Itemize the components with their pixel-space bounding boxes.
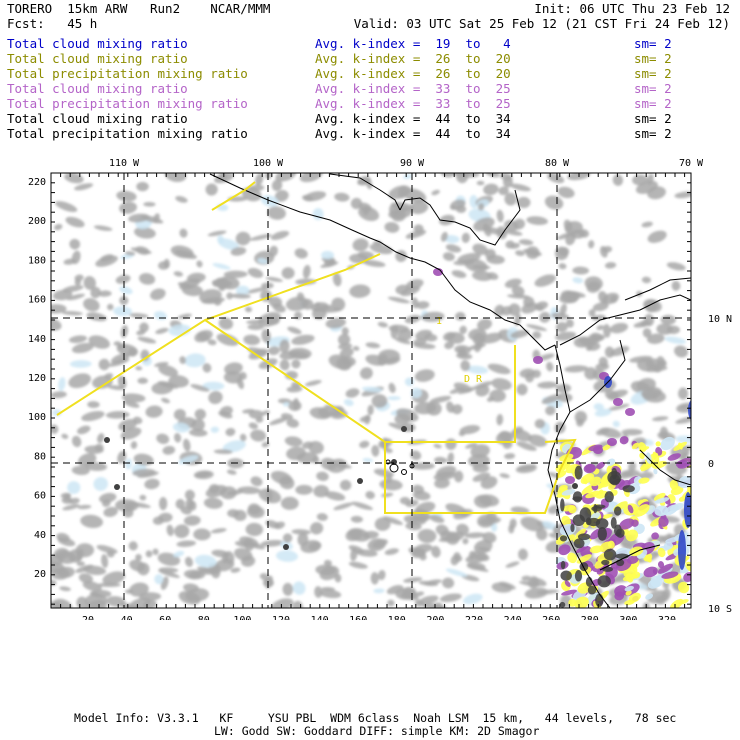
x-tick-label: 100 bbox=[233, 615, 251, 620]
y-tick-label: 80 bbox=[34, 451, 46, 462]
longitude-label: 100 W bbox=[253, 158, 284, 169]
y-tick-label: 220 bbox=[28, 177, 46, 188]
latitude-label: 0 bbox=[708, 459, 714, 470]
x-tick-label: 40 bbox=[121, 615, 133, 620]
cloud-mixing-shading bbox=[51, 173, 691, 608]
legend-row: Total precipitation mixing ratio Avg. k-i… bbox=[7, 126, 727, 141]
latitude-labels: 10 N 0 10 S bbox=[708, 314, 732, 615]
legend-smoothing: sm= 2 bbox=[634, 126, 672, 141]
latitude-label: 10 S bbox=[708, 604, 732, 615]
legend-kindex: Avg. k-index = 26 to 20 bbox=[315, 66, 511, 81]
y-tick-label: 20 bbox=[34, 569, 46, 580]
physics-info: LW: Godd SW: Goddard DIFF: simple KM: 2D… bbox=[214, 724, 540, 738]
cloud-field bbox=[51, 173, 691, 608]
map-panel: 1 D R 110 W 100 W 90 W 80 W 70 W 10 N 0 10 S 2… bbox=[28, 158, 732, 620]
lat-lon-grid bbox=[51, 173, 691, 608]
y-tick-label: 120 bbox=[28, 373, 46, 384]
domain-label-2: D R bbox=[464, 374, 483, 385]
plot-frame bbox=[50, 172, 692, 609]
latitude-label: 10 N bbox=[708, 314, 732, 325]
legend-row: Total precipitation mixing ratio Avg. k-i… bbox=[7, 66, 727, 81]
longitude-label: 80 W bbox=[545, 158, 570, 169]
longitude-label: 70 W bbox=[679, 158, 704, 169]
y-tick-label: 180 bbox=[28, 255, 46, 266]
legend-smoothing: sm= 2 bbox=[634, 66, 672, 81]
y-tick-label: 140 bbox=[28, 334, 46, 345]
x-tick-label: 180 bbox=[388, 615, 406, 620]
x-tick-label: 80 bbox=[198, 615, 210, 620]
longitude-label: 90 W bbox=[400, 158, 425, 169]
legend-field-name: Total precipitation mixing ratio bbox=[7, 96, 248, 111]
legend-kindex: Avg. k-index = 33 to 25 bbox=[315, 96, 511, 111]
convective-shading bbox=[104, 268, 691, 608]
y-tick-label: 40 bbox=[34, 530, 46, 541]
legend-smoothing: sm= 2 bbox=[634, 111, 672, 126]
legend-smoothing: sm= 2 bbox=[634, 36, 672, 51]
x-tick-label: 140 bbox=[311, 615, 329, 620]
legend-field-name: Total cloud mixing ratio bbox=[7, 36, 188, 51]
y-tick-label: 60 bbox=[34, 491, 46, 502]
x-tick-label: 120 bbox=[272, 615, 290, 620]
legend-kindex: Avg. k-index = 19 to 4 bbox=[315, 36, 511, 51]
x-tick-label: 240 bbox=[504, 615, 522, 620]
legend-field-name: Total precipitation mixing ratio bbox=[7, 66, 248, 81]
y-tick-labels: 220 200 180 160 140 120 100 80 60 40 20 bbox=[28, 177, 46, 580]
legend-row: Total cloud mixing ratio Avg. k-index = 3… bbox=[7, 81, 727, 96]
legend-row: Total cloud mixing ratio Avg. k-index = 2… bbox=[7, 51, 727, 66]
coastlines bbox=[209, 173, 691, 608]
x-tick-labels: 20 40 60 80 100 120 140 160 180 200 220 240 260 280 30… bbox=[82, 615, 676, 620]
y-tick-label: 100 bbox=[28, 412, 46, 423]
legend-smoothing: sm= 2 bbox=[634, 81, 672, 96]
legend-row: Total cloud mixing ratio Avg. k-index = 1… bbox=[7, 36, 727, 51]
x-tick-label: 300 bbox=[619, 615, 637, 620]
model-info: Model Info: V3.3.1 KF YSU PBL WDM 6class… bbox=[74, 711, 677, 725]
valid-time: Valid: 03 UTC Sat 25 Feb 12 (21 CST Fri … bbox=[353, 16, 730, 31]
x-tick-label: 60 bbox=[159, 615, 171, 620]
longitude-labels: 110 W 100 W 90 W 80 W 70 W bbox=[109, 158, 704, 169]
x-tick-label: 260 bbox=[542, 615, 560, 620]
y-tick-label: 200 bbox=[28, 216, 46, 227]
legend-row: Total cloud mixing ratio Avg. k-index = 4… bbox=[7, 111, 727, 126]
legend-field-name: Total precipitation mixing ratio bbox=[7, 126, 248, 141]
legend-smoothing: sm= 2 bbox=[634, 96, 672, 111]
init-time: Init: 06 UTC Thu 23 Feb 12 bbox=[534, 1, 730, 16]
legend-kindex: Avg. k-index = 44 to 34 bbox=[315, 111, 511, 126]
legend-kindex: Avg. k-index = 26 to 20 bbox=[315, 51, 511, 66]
legend-row: Total precipitation mixing ratio Avg. k-i… bbox=[7, 96, 727, 111]
legend-kindex: Avg. k-index = 33 to 25 bbox=[315, 81, 511, 96]
domain-label-1: 1 bbox=[436, 316, 442, 327]
x-tick-label: 220 bbox=[465, 615, 483, 620]
x-tick-label: 280 bbox=[581, 615, 599, 620]
y-tick-label: 160 bbox=[28, 295, 46, 306]
legend-field-name: Total cloud mixing ratio bbox=[7, 51, 188, 66]
run-title: TORERO 15km ARW Run2 NCAR/MMM bbox=[7, 1, 271, 16]
x-tick-label: 200 bbox=[426, 615, 444, 620]
x-tick-label: 20 bbox=[82, 615, 94, 620]
x-tick-label: 160 bbox=[349, 615, 367, 620]
axis-ticks bbox=[50, 172, 691, 608]
longitude-label: 110 W bbox=[109, 158, 140, 169]
legend-smoothing: sm= 2 bbox=[634, 51, 672, 66]
forecast-hour: Fcst: 45 h bbox=[7, 16, 98, 31]
x-tick-label: 320 bbox=[658, 615, 676, 620]
domain-boundaries bbox=[56, 181, 577, 514]
legend-kindex: Avg. k-index = 44 to 34 bbox=[315, 126, 511, 141]
legend-field-name: Total cloud mixing ratio bbox=[7, 111, 188, 126]
legend-field-name: Total cloud mixing ratio bbox=[7, 81, 188, 96]
